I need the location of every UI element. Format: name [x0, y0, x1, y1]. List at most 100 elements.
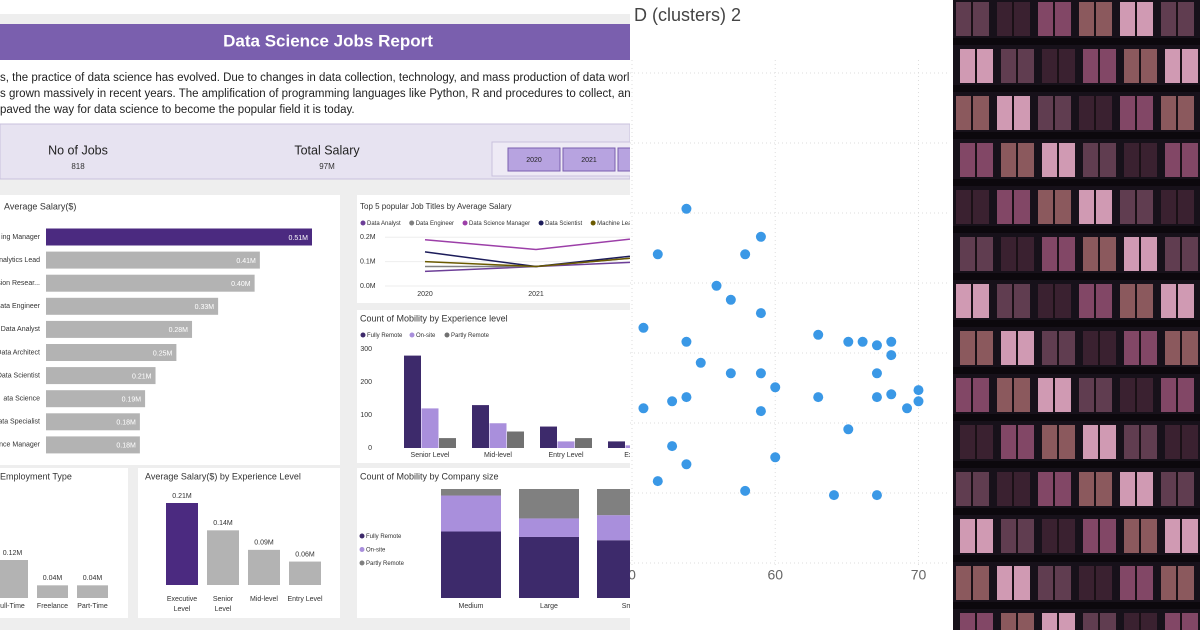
bar — [575, 438, 592, 448]
legend-marker — [538, 220, 544, 226]
bar — [46, 390, 146, 408]
x-tick-label: Senior Level — [411, 452, 450, 459]
bar-category: nce Manager — [0, 442, 41, 449]
header-bar — [0, 24, 630, 60]
report-title: Data Science Jobs Report — [223, 31, 433, 50]
legend-label: Partly Remote — [451, 333, 490, 339]
scatter-point — [871, 392, 882, 403]
stacked-segment — [597, 489, 630, 516]
x-tick-label: Medium — [459, 603, 484, 610]
bar-value-label: 0.06M — [295, 551, 315, 558]
scatter-point — [681, 459, 692, 470]
x-tick-label: Mid-level — [250, 596, 278, 603]
scatter-point — [913, 385, 924, 396]
scatter-point — [681, 203, 692, 214]
bar — [507, 431, 524, 448]
scatter-point — [740, 485, 751, 496]
legend-marker — [360, 220, 366, 226]
x-tick-label: Executive — [167, 596, 197, 603]
x-tick-label: 60 — [767, 567, 783, 583]
legend-marker — [462, 220, 468, 226]
year-button[interactable] — [562, 147, 616, 172]
bar-value-label: 0.18M — [116, 420, 136, 427]
floor-slab — [953, 179, 1200, 186]
bar — [439, 438, 456, 448]
scatter-point — [886, 389, 897, 400]
legend-marker — [360, 332, 366, 338]
intro-line: paved the way for data science to become… — [0, 104, 355, 116]
kpi-value: 818 — [71, 162, 85, 171]
x-tick-label: Mid-level — [484, 452, 512, 459]
bar-value-label: 0.14M — [213, 520, 233, 527]
bar-value-label: 0.04M — [43, 575, 63, 582]
bar — [625, 445, 630, 448]
bar-value-label: 0.41M — [236, 258, 256, 265]
panel-title: Count of Mobility by Experience level — [360, 313, 508, 323]
x-tick-label: 2020 — [417, 291, 433, 298]
panel-title: Top 5 popular Job Titles by Average Sala… — [360, 202, 512, 211]
floor-slab — [953, 132, 1200, 139]
x-tick-label: Level — [215, 606, 232, 613]
year-button-label: 2021 — [581, 157, 597, 164]
scatter-point — [667, 441, 678, 452]
scatter-point — [755, 308, 766, 319]
scatter-point — [843, 336, 854, 347]
stacked-segment — [597, 540, 630, 598]
top-strip — [0, 0, 630, 14]
legend-marker — [590, 220, 596, 226]
x-tick-label: Entry Level — [287, 596, 322, 603]
stacked-segment — [597, 515, 630, 541]
bar-value-label: 0.18M — [116, 443, 136, 450]
kpi-label: Total Salary — [294, 143, 360, 157]
building-photo — [953, 0, 1200, 630]
y-tick-label: 200 — [360, 379, 372, 386]
year-button[interactable] — [617, 147, 670, 172]
scatter-point — [652, 249, 663, 260]
bar — [37, 585, 68, 598]
legend-label: Fully Remote — [366, 534, 402, 540]
bar-category: ata Specialist — [0, 419, 40, 426]
x-tick-label: Large — [540, 603, 558, 610]
stacked-segment — [441, 531, 501, 598]
kpi-value: 97M — [319, 162, 335, 171]
scatter-point — [652, 476, 663, 487]
bar — [46, 228, 312, 246]
floor-slab — [953, 602, 1200, 609]
stacked-segment — [519, 489, 579, 519]
bar-category: Data Architect — [0, 349, 40, 356]
legend-marker — [359, 533, 365, 539]
bar-category: ing Manager — [1, 234, 41, 241]
bar — [421, 408, 439, 448]
bar — [46, 320, 193, 338]
scatter-point — [871, 368, 882, 379]
floor-slab — [953, 85, 1200, 92]
bar-category: Data Scientist — [0, 372, 40, 379]
legend-label: Partly Remote — [366, 561, 405, 567]
y-tick-label: 0 — [368, 445, 372, 452]
bar-category: ata Science — [3, 396, 40, 403]
stacked-segment — [519, 518, 579, 537]
x-tick-label: 70 — [911, 567, 927, 583]
bar-value-label: 0.28M — [169, 327, 189, 334]
divider — [950, 0, 953, 630]
bar — [248, 549, 280, 585]
floor-slab — [953, 414, 1200, 421]
legend-label: Data Engineer — [416, 221, 454, 227]
stacked-segment — [441, 495, 501, 532]
series-line — [424, 257, 630, 268]
x-tick-label: 2021 — [528, 291, 544, 298]
legend-marker — [409, 332, 415, 338]
legend-label: Data Analyst — [367, 221, 401, 227]
bar — [46, 436, 140, 454]
scatter-point — [871, 490, 882, 501]
scatter-point — [755, 368, 766, 379]
series-line — [424, 238, 630, 251]
floor-slab — [953, 320, 1200, 327]
scatter-point — [857, 336, 868, 347]
bar — [0, 560, 28, 598]
scatter-point — [755, 406, 766, 417]
intro-line: s grown massively in recent years. The a… — [0, 88, 661, 100]
scatter-point — [681, 392, 692, 403]
year-button[interactable] — [507, 147, 561, 172]
